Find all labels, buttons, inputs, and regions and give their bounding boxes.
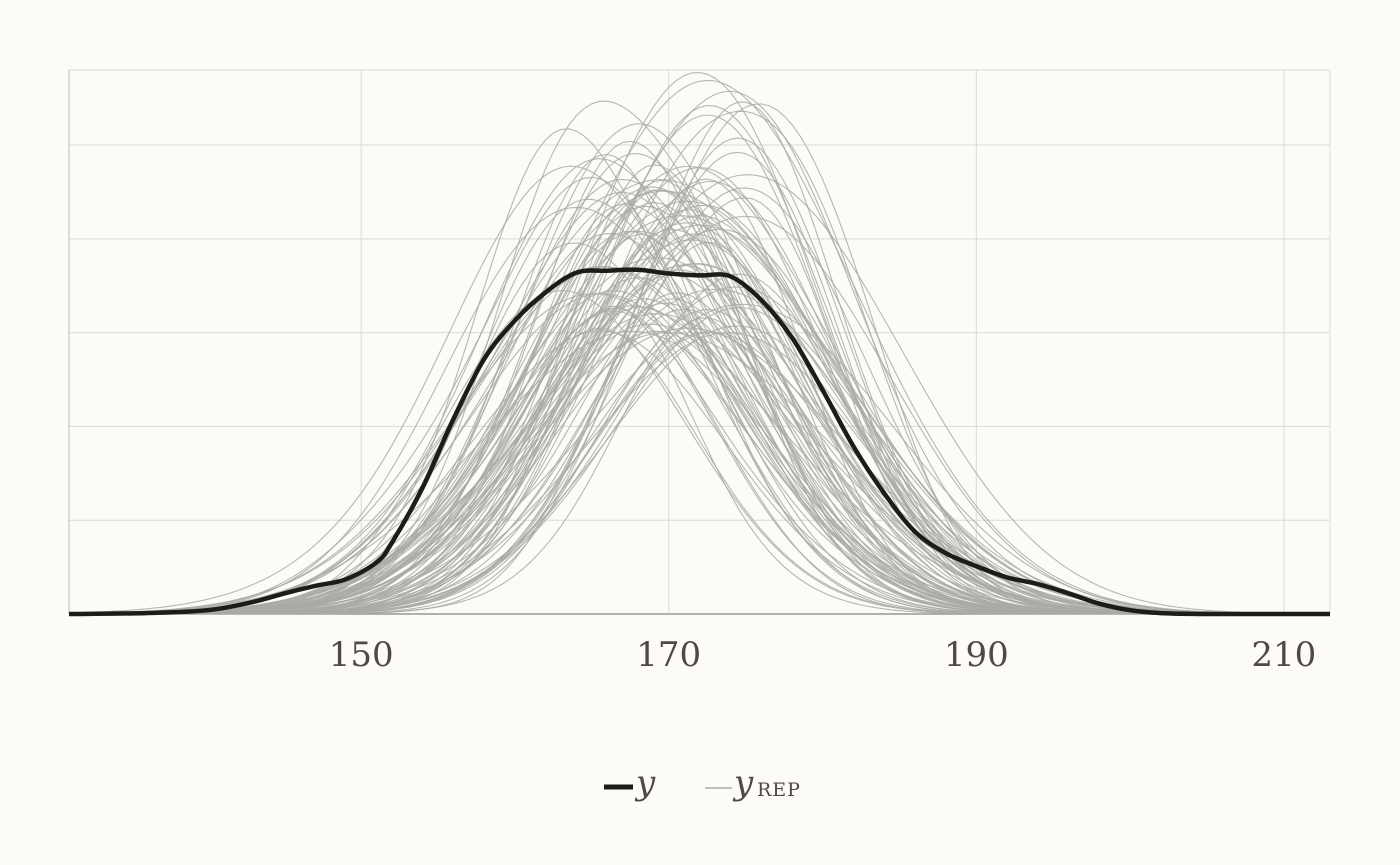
replicate-curve [69, 307, 1330, 615]
replicate-curve [69, 123, 1330, 615]
replicate-curve [69, 114, 1330, 615]
replicate-curve [69, 189, 1330, 615]
replicate-curve [69, 269, 1330, 615]
x-tick-label: 170 [636, 635, 701, 675]
grid [68, 69, 1331, 615]
replicate-curve [69, 79, 1330, 615]
x-tick-label: 190 [944, 635, 1009, 675]
x-tick-label: 210 [1251, 635, 1316, 675]
replicate-curve [68, 90, 1330, 615]
replicate-curve [69, 298, 1330, 615]
replicate-curve [69, 262, 1330, 615]
replicate-curve [69, 325, 1330, 615]
replicate-curve [69, 205, 1330, 615]
replicate-curve [69, 230, 1330, 615]
observed-curve [68, 267, 1330, 617]
replicate-curve [69, 228, 1330, 615]
replicate-curve [69, 293, 1330, 615]
replicate-curve [69, 332, 1330, 615]
replicate-curve [69, 305, 1330, 615]
x-axis: 150 170 190 210 [329, 635, 1317, 675]
replicate-curve [69, 331, 1330, 615]
replicate-curve [69, 151, 1330, 615]
replicate-curve [69, 230, 1330, 615]
replicate-curve [68, 293, 1330, 615]
replicate-curve [69, 137, 1330, 615]
replicate-curve [69, 317, 1330, 615]
replicate-curve [69, 203, 1330, 615]
replicate-curve [69, 330, 1330, 615]
replicate-curve [69, 330, 1330, 615]
replicate-curve [69, 110, 1330, 615]
replicate-curve [69, 323, 1330, 615]
replicate-curve [69, 197, 1330, 615]
legend: y y REP [604, 763, 801, 803]
replicate-curve [68, 190, 1330, 615]
replicate-curve [69, 187, 1330, 615]
replicate-curve [69, 191, 1330, 615]
replicate-series [68, 71, 1331, 615]
replicate-curve [69, 313, 1331, 615]
replicate-curve [69, 209, 1330, 615]
replicate-curve [69, 331, 1330, 615]
replicate-curve [69, 242, 1330, 615]
replicate-curve [69, 298, 1330, 615]
replicate-curve [69, 305, 1330, 615]
legend-replicate-label: y [732, 763, 754, 803]
replicate-curve [68, 158, 1330, 615]
replicate-curve [69, 105, 1330, 615]
observed-series [68, 267, 1330, 617]
replicate-curve [69, 224, 1330, 615]
replicate-curve [69, 128, 1330, 615]
replicate-curve [69, 186, 1331, 615]
replicate-curve [69, 228, 1330, 615]
replicate-curve [69, 306, 1330, 615]
replicate-curve [69, 257, 1330, 615]
replicate-curve [69, 292, 1330, 615]
replicate-curve [69, 178, 1330, 615]
replicate-curve [69, 309, 1330, 615]
x-tick-label: 150 [329, 635, 394, 675]
replicate-curve [69, 153, 1330, 615]
replicate-curve [68, 330, 1330, 615]
replicate-curve [69, 308, 1330, 615]
legend-observed-label: y [634, 763, 656, 803]
replicate-curve [69, 164, 1330, 615]
replicate-curve [69, 222, 1330, 615]
replicate-curve [69, 307, 1330, 615]
replicate-curve [69, 71, 1330, 615]
legend-replicate-subscript: REP [757, 779, 801, 801]
replicate-curve [69, 189, 1330, 615]
replicate-curve [68, 179, 1330, 615]
replicate-curve [69, 331, 1330, 615]
replicate-curve [69, 204, 1330, 615]
replicate-curve [68, 310, 1330, 615]
